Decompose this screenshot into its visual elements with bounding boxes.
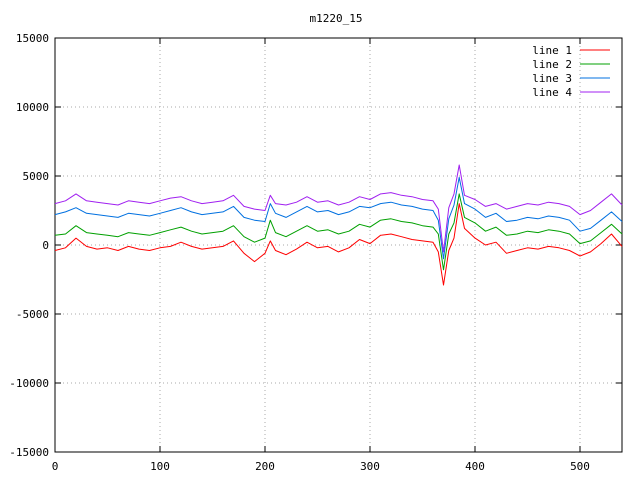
x-tick-label: 200 xyxy=(255,460,275,473)
legend-label: line 3 xyxy=(532,72,572,85)
legend-label: line 1 xyxy=(532,44,572,57)
series-line-2 xyxy=(54,193,623,271)
y-tick-label: -10000 xyxy=(9,377,49,390)
y-tick-label: 0 xyxy=(42,239,49,252)
x-tick-label: 400 xyxy=(465,460,485,473)
y-tick-label: 15000 xyxy=(16,32,49,45)
x-tick-label: 0 xyxy=(52,460,59,473)
y-tick-label: 5000 xyxy=(23,170,50,183)
x-tick-label: 500 xyxy=(570,460,590,473)
y-tick-label: 10000 xyxy=(16,101,49,114)
series-line-4 xyxy=(54,164,623,253)
legend-label: line 4 xyxy=(532,86,572,99)
legend-label: line 2 xyxy=(532,58,572,71)
series-line-3 xyxy=(54,176,623,260)
series-line-1 xyxy=(54,203,623,286)
y-tick-label: -5000 xyxy=(16,308,49,321)
x-tick-label: 300 xyxy=(360,460,380,473)
chart-title: m1220_15 xyxy=(310,12,363,25)
axis-ticks: 0 100 200 300 400 500 -15000 -10000 -5000 0 5000 10… xyxy=(9,32,622,473)
y-tick-label: -15000 xyxy=(9,446,49,459)
plot-frame xyxy=(54,37,623,453)
grid-lines xyxy=(55,38,622,452)
x-tick-label: 100 xyxy=(150,460,170,473)
series-lines xyxy=(54,164,623,286)
